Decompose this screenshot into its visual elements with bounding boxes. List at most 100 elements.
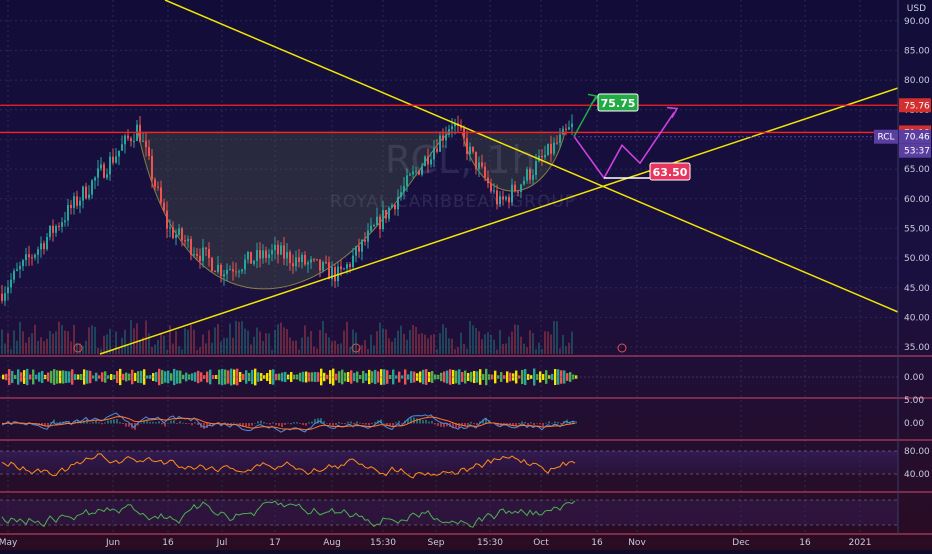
candle-body [394, 205, 396, 210]
volume-bar [454, 349, 456, 354]
volume-bar [166, 349, 168, 354]
macd-histogram-bar [236, 422, 238, 424]
volume-bar [442, 324, 444, 354]
volume-bar [391, 341, 393, 354]
volume-bar [19, 321, 21, 354]
candle-body [43, 243, 45, 250]
volume-bar [1, 329, 3, 354]
candle-body [304, 254, 306, 265]
rsi-pane-axis-label: 80.00 [904, 447, 930, 457]
macd-histogram-bar [125, 423, 127, 427]
volume-bar [559, 348, 561, 354]
candle-body [34, 254, 36, 258]
candle-body [19, 266, 21, 270]
macd-histogram-bar [209, 423, 211, 426]
volume-bar [280, 322, 282, 354]
symbol-tag-box [874, 129, 898, 144]
stoch-line [1, 500, 576, 528]
histogram-bar [434, 374, 437, 380]
candle-body [202, 247, 204, 262]
time-axis-label: Nov [628, 538, 646, 548]
histogram-bar [185, 372, 188, 382]
candle-body [301, 254, 303, 263]
macd-histogram-bar [512, 423, 514, 426]
volume-bar [22, 331, 24, 354]
candle-body [217, 264, 219, 273]
volume-bar [211, 342, 213, 354]
macd-histogram-bar [83, 421, 85, 424]
stoch-band [0, 500, 898, 525]
time-axis-label: Jun [105, 538, 120, 548]
histogram-bar [557, 369, 560, 385]
candle-body [31, 257, 33, 259]
macd-histogram-bar [446, 423, 448, 427]
histogram-bar [209, 369, 212, 385]
macd-histogram-bar [191, 423, 193, 426]
volume-bar [10, 349, 12, 354]
volume-bar [394, 337, 396, 354]
histogram-bar [494, 370, 497, 384]
candle-body [400, 192, 402, 198]
histogram-bar [437, 374, 440, 380]
candle-body [94, 177, 96, 181]
histogram-bar [230, 368, 233, 386]
price-axis-label: 85.00 [904, 46, 930, 56]
macd-histogram-bar [128, 423, 130, 427]
candle-body [355, 246, 357, 256]
candle-body [139, 124, 141, 142]
candle-body [64, 220, 66, 223]
volume-bar [124, 329, 126, 354]
volume-bar [217, 324, 219, 354]
volume-bar [388, 338, 390, 354]
candle-body [16, 269, 18, 271]
candle-body [436, 148, 438, 152]
macd-histogram-bar [122, 423, 124, 425]
volume-bar [106, 334, 108, 354]
macd-histogram-bar [110, 419, 112, 424]
histogram-bar [89, 370, 92, 384]
candle-body [544, 154, 546, 158]
candle-body [364, 239, 366, 242]
volume-bar [67, 331, 69, 354]
volume-bar [190, 324, 192, 354]
candle-body [97, 168, 99, 178]
candle-body [460, 125, 462, 129]
candle-body [250, 251, 252, 264]
macd-histogram-bar [266, 423, 268, 424]
candle-body [262, 250, 264, 259]
macd-histogram-bar [113, 419, 115, 424]
candle-body [472, 146, 474, 152]
price-axis-label: 80.00 [904, 76, 930, 86]
volume-bar [505, 343, 507, 354]
macd-histogram-bar [380, 419, 382, 424]
candle-body [145, 140, 147, 148]
macd-histogram-bar [476, 423, 478, 426]
candle-body [232, 269, 234, 272]
histogram-bar [98, 375, 101, 379]
candle-body [562, 128, 564, 135]
macd-histogram-bar [374, 421, 376, 424]
macd-histogram-bar [44, 423, 46, 427]
volume-bar [25, 342, 27, 354]
candle-body [469, 146, 471, 154]
macd-histogram-bar [398, 420, 400, 424]
candle-body [76, 196, 78, 206]
volume-bar [160, 333, 162, 354]
candle-body [49, 225, 51, 237]
candle-body [229, 269, 231, 271]
macd-histogram-bar [416, 418, 418, 424]
candle-body [541, 155, 543, 158]
histogram-bar [41, 370, 44, 384]
volume-bar [316, 348, 318, 354]
macd-histogram-bar [185, 423, 187, 424]
candle-body [220, 264, 222, 277]
volume-bar [565, 346, 567, 354]
candle-body [259, 250, 261, 259]
candle-body [193, 254, 195, 256]
volume-bar [214, 327, 216, 354]
price-axis-label: 90.00 [904, 17, 930, 27]
price-axis-label: 35.00 [904, 343, 930, 353]
candle-body [427, 156, 429, 165]
